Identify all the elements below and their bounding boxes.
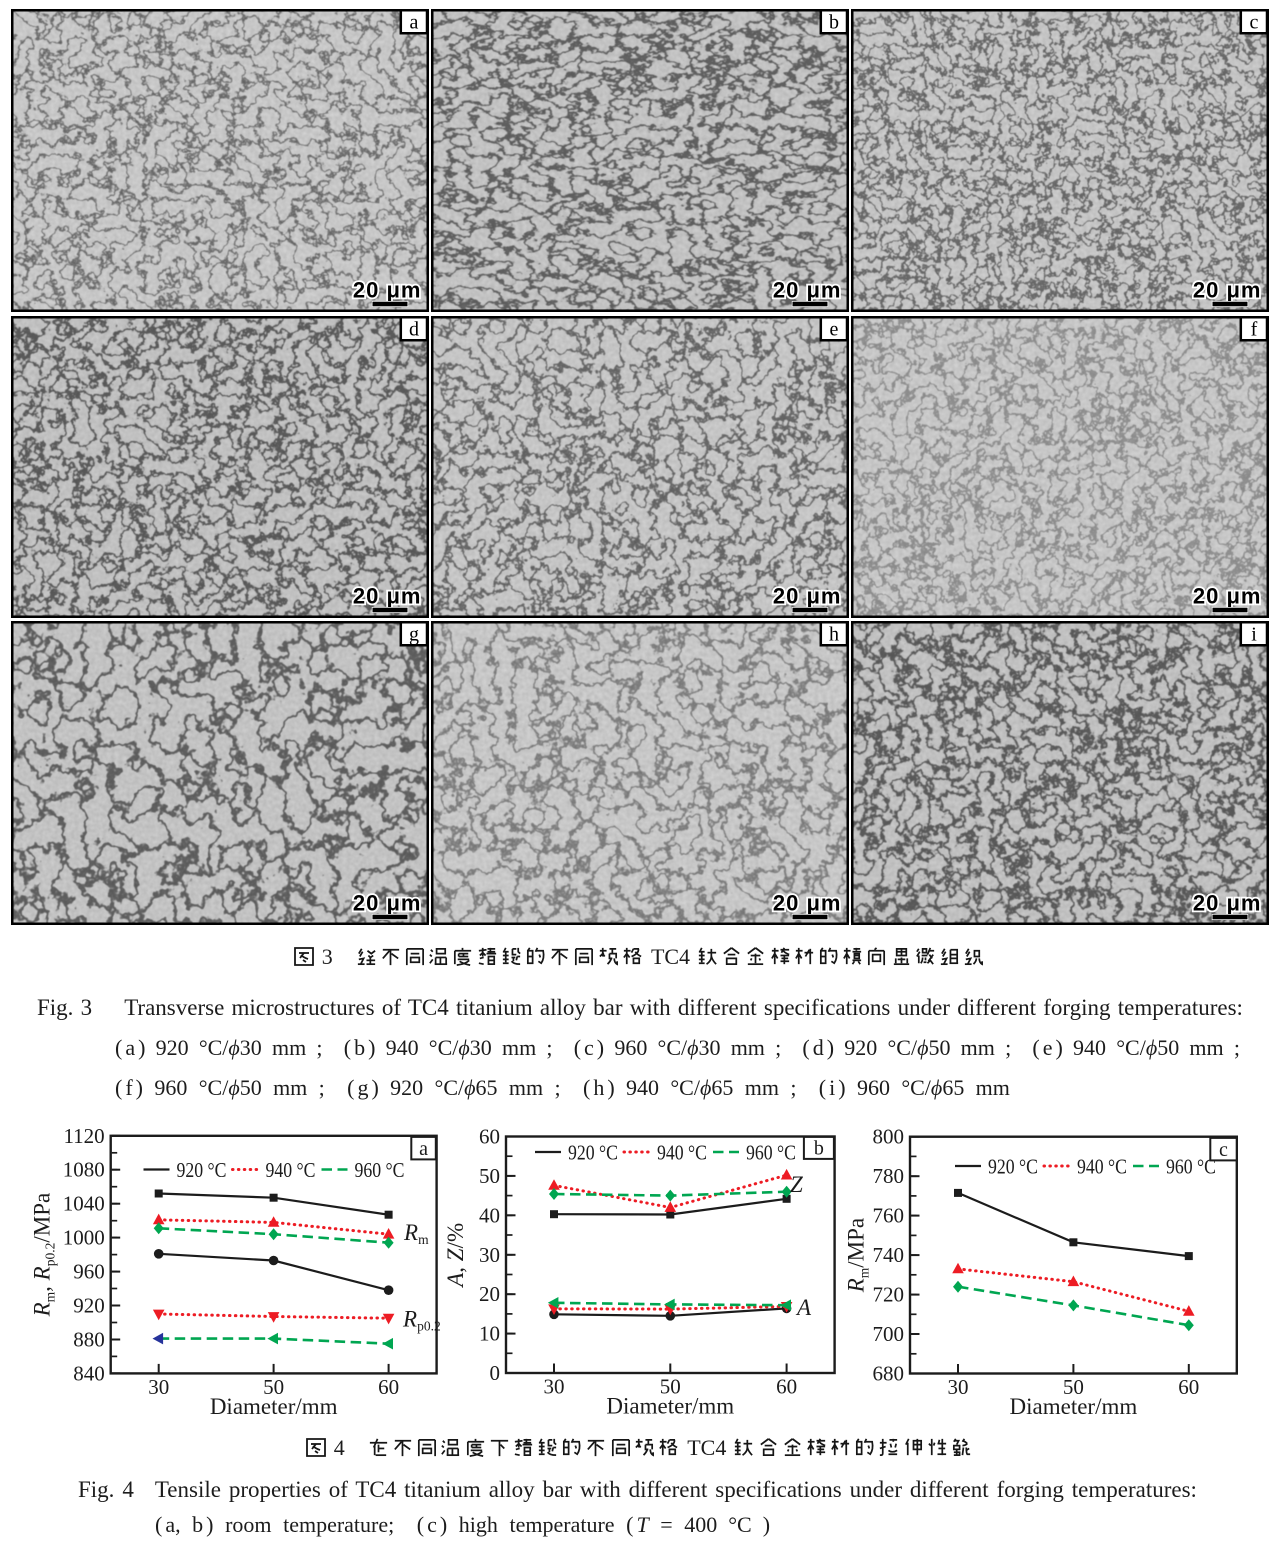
svg-text:60: 60 bbox=[378, 1375, 399, 1399]
svg-text:Rp0.2: Rp0.2 bbox=[402, 1307, 441, 1334]
svg-text:i: i bbox=[1251, 624, 1257, 646]
svg-text:760: 760 bbox=[873, 1204, 905, 1228]
svg-text:f: f bbox=[1251, 319, 1258, 341]
svg-text:60: 60 bbox=[479, 1125, 500, 1149]
svg-text:20 μm: 20 μm bbox=[773, 584, 842, 609]
svg-text:20 μm: 20 μm bbox=[1193, 891, 1262, 916]
svg-text:30: 30 bbox=[148, 1375, 169, 1399]
svg-text:30: 30 bbox=[544, 1375, 565, 1399]
svg-text:50: 50 bbox=[263, 1375, 284, 1399]
svg-text:30: 30 bbox=[948, 1375, 969, 1399]
svg-text:20 μm: 20 μm bbox=[773, 278, 842, 303]
svg-text:Diameter/mm: Diameter/mm bbox=[1010, 1394, 1138, 1419]
svg-text:50: 50 bbox=[1063, 1375, 1084, 1399]
svg-text:50: 50 bbox=[660, 1375, 681, 1399]
svg-text:1040: 1040 bbox=[63, 1192, 105, 1216]
svg-text:20 μm: 20 μm bbox=[353, 891, 422, 916]
svg-text:c: c bbox=[1250, 12, 1259, 34]
svg-text:10: 10 bbox=[479, 1322, 500, 1346]
svg-text:a: a bbox=[410, 12, 419, 34]
svg-text:720: 720 bbox=[873, 1283, 905, 1307]
svg-text:960 °C: 960 °C bbox=[746, 1141, 796, 1165]
svg-text:940 °C: 940 °C bbox=[657, 1141, 707, 1165]
svg-text:A: A bbox=[795, 1295, 812, 1320]
svg-text:e: e bbox=[830, 319, 839, 341]
svg-text:Rm/MPa: Rm/MPa bbox=[844, 1218, 872, 1293]
svg-text:20: 20 bbox=[479, 1282, 500, 1306]
svg-text:Diameter/mm: Diameter/mm bbox=[606, 1394, 734, 1419]
svg-text:a: a bbox=[419, 1138, 428, 1160]
svg-text:20 μm: 20 μm bbox=[1193, 278, 1262, 303]
svg-text:960 °C: 960 °C bbox=[1166, 1155, 1216, 1179]
svg-text:Z: Z bbox=[790, 1172, 803, 1197]
svg-text:40: 40 bbox=[479, 1203, 500, 1227]
svg-text:20 μm: 20 μm bbox=[353, 584, 422, 609]
svg-text:800: 800 bbox=[873, 1125, 905, 1149]
svg-text:740: 740 bbox=[873, 1243, 905, 1267]
svg-text:960 °C: 960 °C bbox=[355, 1158, 405, 1182]
svg-text:920 °C: 920 °C bbox=[177, 1158, 227, 1182]
svg-text:920 °C: 920 °C bbox=[988, 1155, 1038, 1179]
svg-text:920 °C: 920 °C bbox=[568, 1141, 618, 1165]
svg-text:g: g bbox=[409, 624, 419, 646]
svg-text:1120: 1120 bbox=[63, 1124, 104, 1148]
svg-text:920: 920 bbox=[73, 1294, 105, 1318]
svg-text:20 μm: 20 μm bbox=[1193, 584, 1262, 609]
svg-text:960: 960 bbox=[73, 1260, 105, 1284]
svg-text:20 μm: 20 μm bbox=[353, 278, 422, 303]
svg-text:680: 680 bbox=[873, 1362, 905, 1386]
svg-text:c: c bbox=[1219, 1139, 1228, 1161]
svg-text:60: 60 bbox=[776, 1375, 797, 1399]
svg-text:60: 60 bbox=[1178, 1375, 1199, 1399]
svg-text:h: h bbox=[829, 624, 839, 646]
svg-text:880: 880 bbox=[73, 1328, 105, 1352]
svg-text:940 °C: 940 °C bbox=[1077, 1155, 1127, 1179]
svg-text:0: 0 bbox=[490, 1361, 501, 1385]
svg-text:b: b bbox=[829, 12, 839, 34]
svg-text:20 μm: 20 μm bbox=[773, 891, 842, 916]
svg-text:1080: 1080 bbox=[63, 1158, 105, 1182]
svg-text:Diameter/mm: Diameter/mm bbox=[210, 1394, 338, 1419]
svg-text:30: 30 bbox=[479, 1243, 500, 1267]
svg-text:840: 840 bbox=[73, 1361, 105, 1385]
svg-text:50: 50 bbox=[479, 1164, 500, 1188]
svg-text:d: d bbox=[409, 319, 419, 341]
svg-text:Rm: Rm bbox=[403, 1220, 429, 1247]
svg-text:940 °C: 940 °C bbox=[266, 1158, 316, 1182]
svg-text:Rm, Rp0.2/MPa: Rm, Rp0.2/MPa bbox=[30, 1193, 58, 1318]
svg-text:A, Z/%: A, Z/% bbox=[443, 1223, 468, 1289]
svg-text:1000: 1000 bbox=[63, 1226, 105, 1250]
svg-text:780: 780 bbox=[873, 1164, 905, 1188]
svg-text:700: 700 bbox=[873, 1322, 905, 1346]
svg-text:b: b bbox=[814, 1137, 824, 1159]
